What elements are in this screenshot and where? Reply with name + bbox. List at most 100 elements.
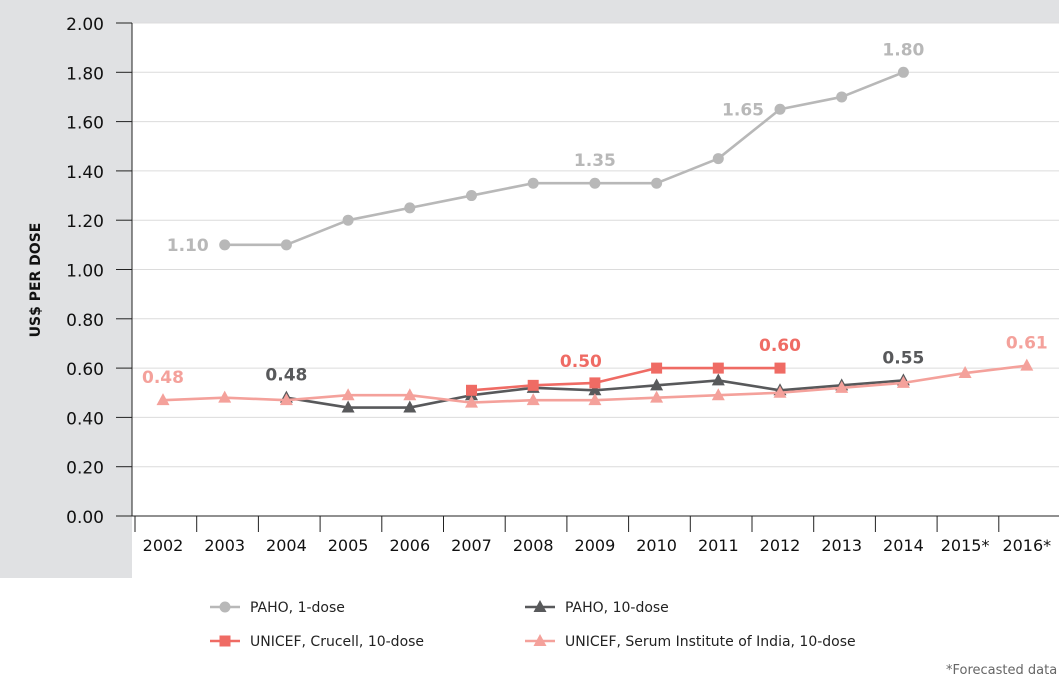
data-label: 0.48 xyxy=(142,368,184,388)
x-tick-label: 2016* xyxy=(1002,536,1051,555)
data-point xyxy=(711,388,725,401)
data-point xyxy=(712,362,724,374)
data-series xyxy=(156,66,1034,413)
data-point xyxy=(651,362,663,374)
x-tick-label: 2009 xyxy=(575,536,616,555)
data-label: 0.60 xyxy=(759,336,801,356)
x-tick-label: 2008 xyxy=(513,536,554,555)
data-point xyxy=(588,383,602,396)
data-label: 0.50 xyxy=(560,352,602,372)
data-point xyxy=(588,393,602,406)
data-label: 0.55 xyxy=(882,348,924,368)
data-point xyxy=(773,385,787,398)
y-tick-label: 1.60 xyxy=(66,114,104,134)
axes: 0.00 0.20 0.40 0.60 0.80 1.00 1.20 1.40 1.60 1.80… xyxy=(66,15,1059,555)
data-point xyxy=(589,377,601,389)
data-point xyxy=(712,153,724,165)
series-line xyxy=(471,366,780,392)
legend-item: PAHO, 10-dose xyxy=(525,600,669,616)
legend-item: PAHO, 1-dose xyxy=(210,600,345,616)
y-tick-label: 1.40 xyxy=(66,163,104,183)
legend-item: UNICEF, Serum Institute of India, 10-dos… xyxy=(525,634,856,650)
data-point xyxy=(341,400,355,413)
y-tick-label: 1.00 xyxy=(66,262,104,282)
footnote: *Forecasted data xyxy=(946,663,1057,678)
legend-item: UNICEF, Crucell, 10-dose xyxy=(210,634,424,650)
plot-area-background xyxy=(132,23,1059,578)
legend-marker xyxy=(533,634,547,646)
legend-label: PAHO, 10-dose xyxy=(565,600,669,616)
data-label: 1.80 xyxy=(882,40,924,60)
data-point xyxy=(341,388,355,401)
legend-marker xyxy=(219,635,231,647)
data-label: 0.48 xyxy=(265,366,307,386)
x-tick-label: 2012 xyxy=(760,536,801,555)
data-point xyxy=(836,91,848,103)
x-tick-label: 2006 xyxy=(389,536,430,555)
data-point xyxy=(280,239,292,251)
x-tick-label: 2007 xyxy=(451,536,492,555)
legend-label: UNICEF, Serum Institute of India, 10-dos… xyxy=(565,634,856,650)
data-point xyxy=(527,177,539,189)
data-point xyxy=(466,384,477,396)
x-tick-label: 2003 xyxy=(204,536,245,555)
data-label: 1.10 xyxy=(167,236,209,256)
data-labels: 1.10 1.35 1.65 1.80 0.48 0.55 0.50 0.60 0.48 0.61 xyxy=(142,40,1048,388)
data-point xyxy=(465,395,478,408)
data-point xyxy=(897,66,909,78)
x-tick-label: 2010 xyxy=(636,536,677,555)
data-point xyxy=(279,393,293,406)
series-3 xyxy=(156,358,1034,408)
data-point xyxy=(651,177,663,189)
data-point xyxy=(526,393,540,406)
x-tick-label: 2014 xyxy=(883,536,924,555)
data-point xyxy=(218,390,232,403)
data-point xyxy=(403,400,417,413)
series-0 xyxy=(219,66,909,251)
data-point xyxy=(835,380,849,393)
series-line xyxy=(224,71,904,247)
y-tick-label: 0.80 xyxy=(66,311,104,331)
y-tick-label: 0.00 xyxy=(66,508,104,528)
data-point xyxy=(219,239,231,251)
y-tick-label: 1.20 xyxy=(66,212,104,232)
data-point xyxy=(342,214,354,226)
data-point xyxy=(774,103,786,115)
data-point xyxy=(650,378,664,391)
data-point xyxy=(589,177,601,189)
legend-marker xyxy=(533,600,547,612)
y-tick-label: 1.80 xyxy=(66,64,104,84)
x-tick-label: 2004 xyxy=(266,536,307,555)
x-tick-label: 2015* xyxy=(941,536,990,555)
data-point xyxy=(403,388,417,401)
gridlines xyxy=(132,22,1059,468)
y-axis-title: US$ PER DOSE xyxy=(28,223,44,338)
data-point xyxy=(711,373,725,386)
legend: PAHO, 1-dose PAHO, 10-dose UNICEF, Crucell… xyxy=(210,600,856,650)
data-point xyxy=(958,366,972,379)
y-tick-label: 0.40 xyxy=(66,409,104,429)
y-tick-label: 0.20 xyxy=(66,459,104,479)
data-label: 0.61 xyxy=(1006,334,1048,354)
x-tick-label: 2002 xyxy=(143,536,184,555)
x-tick-label: 2011 xyxy=(698,536,739,555)
y-tick-label: 2.00 xyxy=(66,15,104,35)
data-point xyxy=(404,202,416,214)
data-point xyxy=(156,393,170,406)
data-point xyxy=(466,190,477,202)
data-label: 1.65 xyxy=(722,100,764,120)
legend-label: UNICEF, Crucell, 10-dose xyxy=(250,634,424,650)
data-label: 1.35 xyxy=(574,151,616,171)
x-tick-label: 2005 xyxy=(328,536,369,555)
legend-marker xyxy=(219,601,231,613)
legend-label: PAHO, 1-dose xyxy=(250,600,345,616)
data-point xyxy=(650,390,664,403)
data-point xyxy=(1020,358,1034,371)
y-tick-label: 0.60 xyxy=(66,360,104,380)
x-tick-label: 2013 xyxy=(821,536,862,555)
data-point xyxy=(774,362,786,374)
data-point xyxy=(896,375,910,388)
data-point xyxy=(527,379,539,391)
